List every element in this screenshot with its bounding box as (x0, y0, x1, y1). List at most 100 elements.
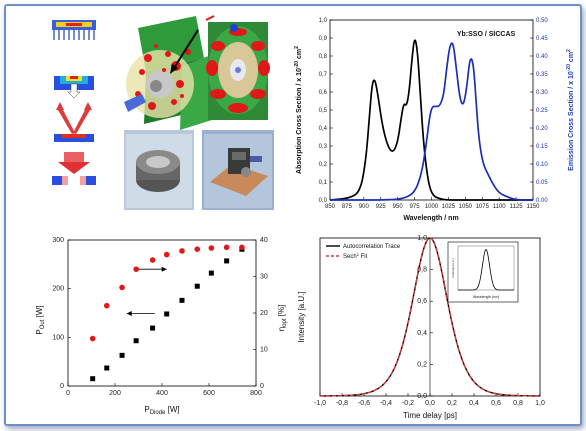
spectrum-inset: Intensity [a.U.] Wavelength [nm] (447, 241, 519, 303)
spectrum-x-tick-label: 950 (393, 204, 404, 210)
output-power-point (179, 297, 185, 303)
spectrum-yl-tick-label: 0,9 (319, 36, 328, 42)
output-power-point (133, 338, 139, 344)
power-chart: 0 200 400 600 800 0 100 200 300 0 10 20 30 40 POut … (35, 237, 288, 416)
spectrum-x-tick-label: 900 (359, 204, 370, 210)
autocorr-y-tick-label: 0,0 (417, 393, 427, 400)
efficiency-point (239, 244, 245, 251)
spectrum-yr-tick-label: 0.40 (536, 54, 548, 60)
autocorr-x-tick-label: 1,0 (535, 400, 545, 407)
autocorr-x-tick-label: 0,2 (447, 400, 457, 407)
spectrum-yl-tick-label: 0,4 (319, 126, 328, 132)
axis-indicator-arrowhead (161, 266, 167, 272)
output-power-point (104, 365, 110, 371)
crystal-photo (124, 130, 194, 210)
efficiency-point (208, 245, 215, 251)
output-power-point (208, 270, 214, 276)
efficiency-point (194, 246, 201, 252)
efficiency-point (223, 244, 230, 251)
power-y-left-label: POut [W] (35, 305, 46, 334)
sech2-fit-curve (319, 237, 541, 397)
efficiency-point (133, 266, 139, 272)
autocorr-y-tick-label: 1,0 (417, 235, 427, 242)
autocorr-x-tick-label: 0,6 (491, 400, 501, 407)
spectrum-yl-tick-label: 0,2 (319, 162, 328, 168)
spectrum-x-label: Wavelength / nm (403, 215, 458, 222)
absorption-curve (329, 39, 533, 201)
spectrum-yr-tick-label: 0.30 (536, 90, 548, 96)
spectrum-x-tick-label: 1125 (510, 204, 524, 210)
spectrum-yr-tick-label: 0.20 (536, 126, 548, 132)
autocorr-x-tick-label: 0,4 (469, 400, 479, 407)
autocorr-x-tick-label: 0,8 (513, 400, 523, 407)
spectrum-y-right-label: Emission Cross Section / x 10-20 cm2 (566, 49, 575, 171)
autocorr-y-tick-label: 0,8 (417, 267, 427, 274)
autocorr-y-tick-label: 0,6 (417, 298, 427, 305)
power-yl-tick-label: 0 (60, 383, 64, 390)
disk-heatmap-illustration (206, 22, 270, 120)
inset-y-label: Intensity [a.U.] (451, 258, 455, 277)
inset-spectrum-curve (458, 248, 514, 291)
efficiency-point (119, 284, 125, 291)
autocorr-legend: Autocorrelation Trace Sech2 Fit (326, 244, 401, 260)
schematic-panel (52, 15, 274, 210)
spectrum-x-tick-label: 975 (410, 204, 421, 210)
spectrum-yr-tick-label: 0.10 (536, 162, 548, 168)
spectrum-yr-tick-label: 0.45 (536, 36, 548, 42)
power-yr-tick-label: 20 (260, 310, 268, 317)
power-plot-area (67, 239, 257, 387)
spectrum-y-left-label: Absorption Cross Section / x 10-20 cm2 (294, 46, 303, 174)
thermal-lens-icon (52, 152, 96, 185)
autocorr-x-tick-label: -0,6 (358, 400, 370, 407)
heat-flow-icon (54, 76, 94, 99)
spectrum-yl-tick-label: 0,8 (319, 54, 328, 60)
power-x-label: PDiode [W] (144, 405, 179, 416)
autocorrelation-chart: -1,0 -0,8 -0,6 -0,4 -0,2 0,0 0,2 0,4 0,6 0,8 1,0 0… (297, 235, 545, 420)
spectrum-yl-tick-label: 0,0 (319, 198, 328, 204)
reflection-icon (54, 102, 94, 142)
spectrum-yr-tick-label: 0.50 (536, 18, 548, 24)
spectrum-yr-tick-label: 0.35 (536, 72, 548, 78)
figure-frame: 850 875 900 925 950 975 1000 1025 1050 1075 1100 11… (4, 4, 582, 426)
spectrum-yl-tick-label: 0,7 (319, 72, 328, 78)
output-power-point (224, 258, 230, 264)
axis-indicator-arrowhead (126, 310, 132, 316)
spectrum-yl-tick-label: 0,1 (319, 180, 328, 186)
power-yl-tick-label: 100 (52, 334, 64, 341)
spectrum-x-tick-label: 1075 (476, 204, 490, 210)
power-yl-tick-label: 300 (52, 237, 64, 244)
spectrum-x-tick-label: 850 (325, 204, 336, 210)
spectrum-x-tick-label: 1150 (527, 204, 541, 210)
autocorr-x-tick-label: -0,2 (402, 400, 414, 407)
spectrum-x-tick-label: 1100 (493, 204, 507, 210)
power-yl-tick-label: 200 (52, 286, 64, 293)
autocorr-x-tick-label: -1,0 (314, 400, 326, 407)
spectrum-x-tick-label: 1025 (442, 204, 456, 210)
output-power-point (119, 352, 125, 358)
autocorr-x-tick-label: -0,4 (380, 400, 392, 407)
spectrum-yl-tick-label: 0,5 (319, 108, 328, 114)
spectrum-yr-tick-label: 0.25 (536, 108, 548, 114)
legend-fit-label: Sech2 Fit (343, 252, 368, 260)
efficiency-point (179, 248, 185, 254)
spectrum-yl-tick-label: 1,0 (319, 18, 328, 24)
output-power-point (90, 376, 96, 382)
spectrum-label: Yb:SSO / SICCAS (457, 31, 516, 38)
autocorr-x-tick-label: -0,8 (336, 400, 348, 407)
autocorr-y-tick-label: 0,4 (417, 330, 427, 337)
spectrum-yl-tick-label: 0,6 (319, 90, 328, 96)
power-x-tick-label: 400 (156, 390, 168, 397)
spectrum-x-tick-label: 875 (342, 204, 353, 210)
spectrum-x-tick-label: 1050 (459, 204, 473, 210)
disk-model-illustration (124, 15, 215, 130)
output-power-point (164, 311, 170, 317)
power-x-tick-label: 800 (250, 390, 262, 397)
autocorr-y-tick-label: 0,2 (417, 361, 427, 368)
efficiency-point (103, 302, 110, 309)
spectrum-yr-tick-label: 0.00 (536, 198, 548, 204)
power-x-tick-label: 0 (66, 390, 70, 397)
power-x-tick-label: 200 (109, 390, 121, 397)
power-x-tick-label: 600 (203, 390, 215, 397)
spectrum-x-tick-label: 1000 (425, 204, 439, 210)
efficiency-point (149, 257, 156, 263)
